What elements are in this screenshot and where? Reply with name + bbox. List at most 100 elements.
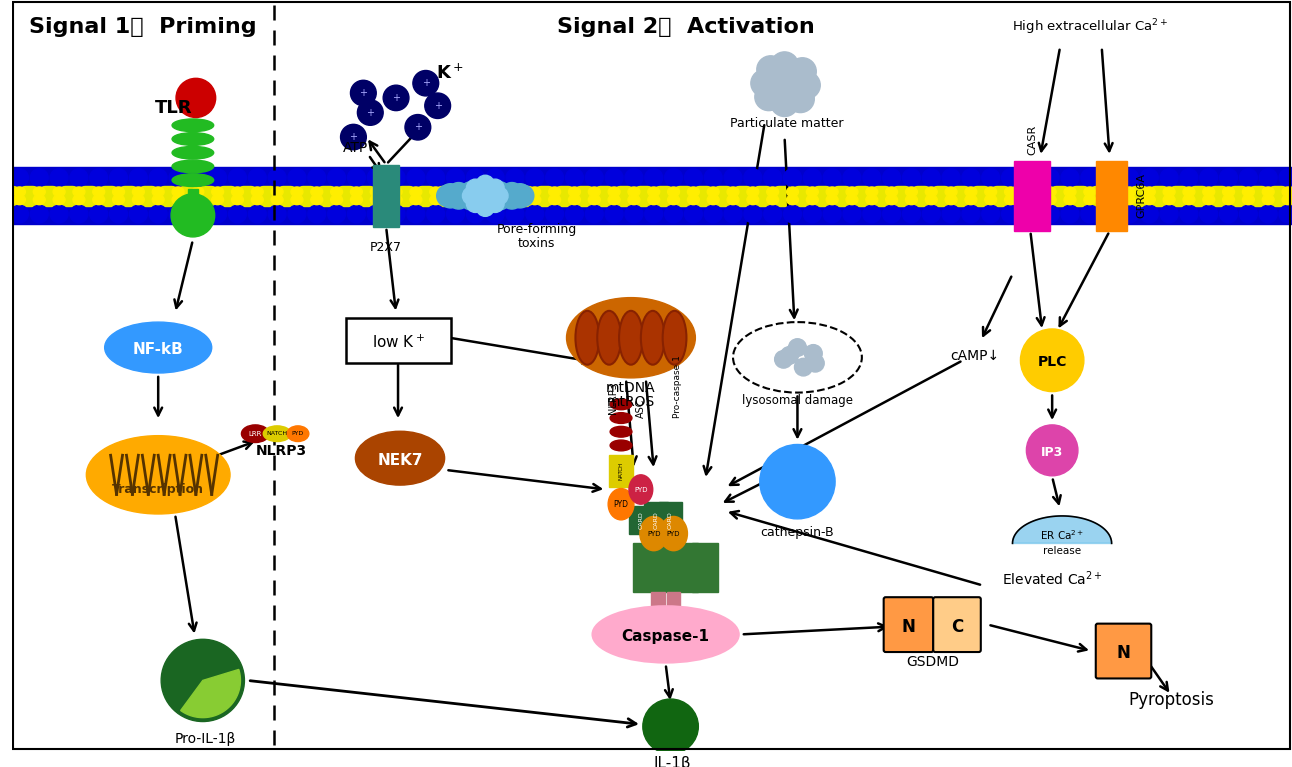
Circle shape (744, 205, 762, 222)
Circle shape (248, 205, 266, 222)
Ellipse shape (172, 195, 183, 205)
Ellipse shape (112, 195, 124, 205)
Circle shape (783, 169, 801, 186)
Circle shape (466, 205, 484, 222)
Ellipse shape (490, 195, 501, 205)
Ellipse shape (1282, 187, 1292, 196)
Circle shape (744, 169, 762, 186)
Circle shape (1120, 169, 1138, 186)
Ellipse shape (609, 489, 634, 520)
Circle shape (585, 205, 603, 222)
Circle shape (10, 205, 28, 222)
Circle shape (209, 205, 226, 222)
Bar (187, 189, 198, 219)
Ellipse shape (291, 187, 302, 196)
Ellipse shape (264, 426, 291, 442)
Text: mtROS: mtROS (607, 395, 655, 410)
Circle shape (922, 205, 941, 222)
Circle shape (775, 351, 792, 368)
Circle shape (625, 169, 643, 186)
Ellipse shape (172, 119, 213, 132)
Text: TLR: TLR (155, 99, 193, 117)
Text: NLRP3: NLRP3 (609, 382, 618, 414)
Ellipse shape (727, 187, 739, 196)
Circle shape (358, 100, 384, 125)
Ellipse shape (53, 195, 65, 205)
Ellipse shape (193, 195, 204, 205)
Circle shape (50, 169, 68, 186)
Circle shape (804, 205, 822, 222)
Circle shape (439, 183, 461, 206)
Ellipse shape (291, 195, 302, 205)
Circle shape (209, 169, 226, 186)
Ellipse shape (610, 426, 632, 437)
Circle shape (792, 71, 820, 99)
Ellipse shape (1084, 195, 1096, 205)
Circle shape (1022, 205, 1039, 222)
Circle shape (110, 205, 128, 222)
Text: Caspase-1: Caspase-1 (621, 629, 709, 644)
Ellipse shape (509, 187, 521, 196)
Text: K$^+$: K$^+$ (435, 63, 464, 82)
Circle shape (645, 205, 663, 222)
Ellipse shape (619, 311, 643, 364)
Circle shape (447, 205, 464, 222)
Circle shape (460, 188, 482, 210)
Bar (609, 456, 633, 486)
Ellipse shape (152, 195, 164, 205)
Ellipse shape (1183, 187, 1195, 196)
Circle shape (509, 186, 531, 208)
Circle shape (169, 205, 187, 222)
Text: Pro-IL-1β: Pro-IL-1β (174, 732, 235, 746)
Text: +: + (413, 122, 422, 132)
Text: +: + (359, 88, 367, 98)
Ellipse shape (668, 187, 680, 196)
Circle shape (545, 205, 563, 222)
Circle shape (466, 179, 484, 197)
Ellipse shape (610, 440, 632, 451)
Circle shape (367, 205, 385, 222)
Ellipse shape (640, 516, 668, 551)
Text: cAMP↓: cAMP↓ (951, 349, 1000, 364)
Circle shape (566, 205, 584, 222)
Text: PYD: PYD (647, 531, 660, 537)
Circle shape (1239, 205, 1257, 222)
Text: PYD: PYD (634, 486, 647, 492)
Ellipse shape (1005, 187, 1017, 196)
Ellipse shape (885, 187, 898, 196)
Ellipse shape (588, 187, 601, 196)
Ellipse shape (1163, 195, 1174, 205)
Ellipse shape (1084, 187, 1096, 196)
Ellipse shape (93, 187, 105, 196)
Ellipse shape (687, 187, 699, 196)
Ellipse shape (727, 195, 739, 205)
FancyBboxPatch shape (884, 597, 933, 652)
Circle shape (751, 70, 779, 97)
Circle shape (328, 169, 345, 186)
Circle shape (942, 205, 960, 222)
Circle shape (963, 169, 979, 186)
Circle shape (350, 81, 376, 106)
Ellipse shape (132, 195, 145, 205)
Circle shape (1260, 169, 1276, 186)
Text: CARD: CARD (654, 511, 658, 528)
Bar (1014, 160, 1050, 231)
Circle shape (526, 169, 544, 186)
Text: LRR: LRR (248, 431, 262, 436)
Text: NEK7: NEK7 (377, 453, 422, 468)
Ellipse shape (1203, 187, 1214, 196)
Bar (373, 165, 399, 227)
Ellipse shape (172, 187, 183, 196)
Ellipse shape (965, 187, 977, 196)
Ellipse shape (528, 187, 541, 196)
Ellipse shape (568, 187, 580, 196)
Circle shape (1061, 205, 1079, 222)
Text: IL-1β: IL-1β (654, 755, 691, 767)
Circle shape (787, 85, 814, 113)
Ellipse shape (231, 195, 243, 205)
Ellipse shape (231, 187, 243, 196)
Ellipse shape (390, 187, 402, 196)
Circle shape (70, 169, 88, 186)
Circle shape (307, 205, 326, 222)
Circle shape (477, 187, 494, 205)
